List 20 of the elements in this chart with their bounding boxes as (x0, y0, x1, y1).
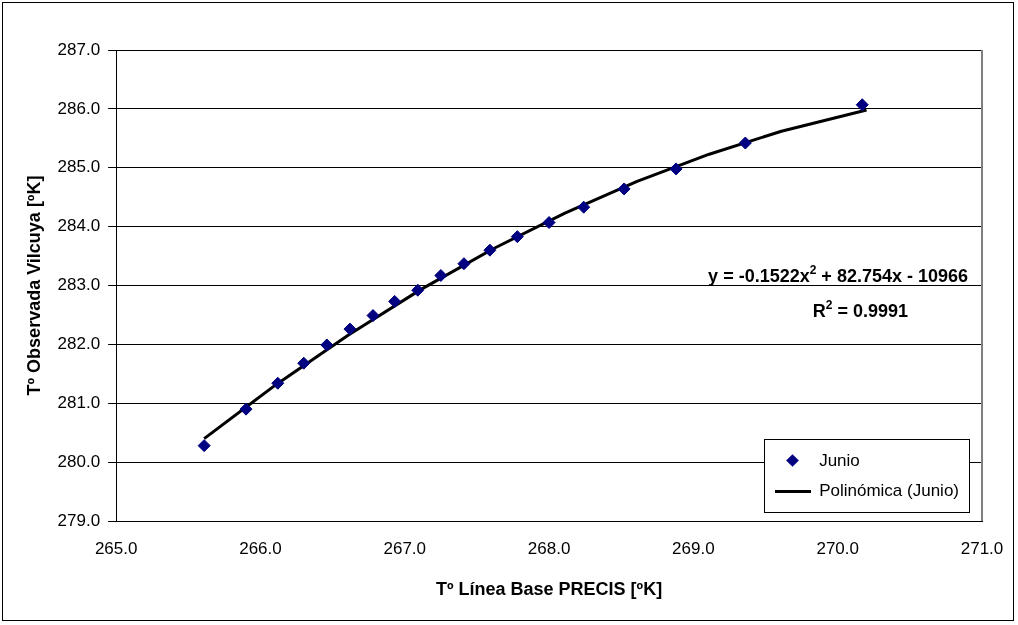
y-tick-label: 284.0 (57, 216, 101, 236)
x-tick-label: 270.0 (816, 538, 859, 558)
x-tick-label: 269.0 (672, 538, 715, 558)
y-tick-label: 280.0 (57, 451, 101, 471)
y-tick-label: 283.0 (57, 275, 101, 295)
y-tick-label: 285.0 (57, 157, 101, 177)
y-tick-label: 287.0 (57, 39, 101, 59)
x-tick-label: 265.0 (94, 538, 138, 558)
y-tick-label: 282.0 (57, 334, 101, 354)
x-tick-label: 271.0 (960, 538, 1004, 558)
y-tick-label: 281.0 (57, 392, 101, 412)
legend-label: Polinómica (Junio) (819, 480, 959, 502)
x-tick-label: 266.0 (239, 538, 282, 558)
x-tick-label: 267.0 (383, 538, 427, 558)
y-tick-label: 286.0 (57, 98, 101, 118)
y-tick-label: 279.0 (57, 510, 101, 530)
x-tick-label: 268.0 (527, 538, 571, 558)
legend-label: Junio (819, 450, 860, 472)
y-axis-title: Tº Observada Vilcuya [ºK] (23, 175, 44, 396)
x-axis-title: Tº Línea Base PRECIS [ºK] (435, 579, 663, 600)
